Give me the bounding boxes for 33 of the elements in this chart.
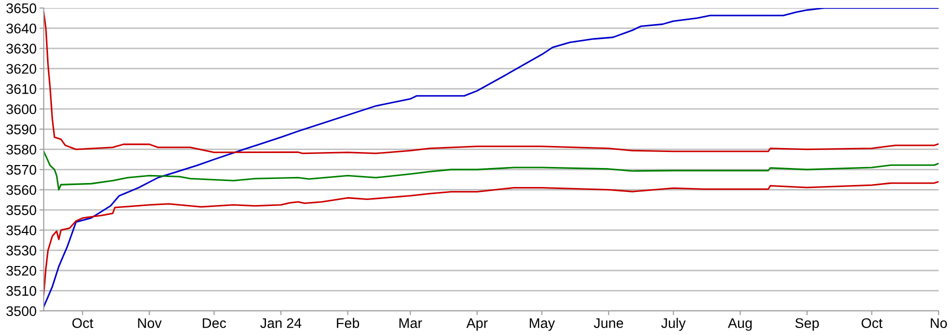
x-tick-label: Feb bbox=[336, 318, 360, 328]
y-tick-label: 3650 bbox=[6, 3, 36, 14]
x-tick-label: Aug bbox=[728, 318, 752, 331]
line-series bbox=[44, 8, 939, 308]
y-tick-label: 3590 bbox=[6, 124, 36, 134]
line-series bbox=[44, 11, 939, 154]
y-tick-label: 3540 bbox=[6, 225, 36, 236]
y-tick-label: 3500 bbox=[6, 306, 36, 316]
x-tick-label: July bbox=[661, 318, 686, 331]
y-tick-label: 3510 bbox=[6, 286, 36, 296]
y-tick-label: 3630 bbox=[6, 44, 36, 54]
line-series bbox=[44, 150, 939, 191]
x-tick-label: Dec bbox=[202, 318, 226, 328]
y-tick-label: 3580 bbox=[6, 144, 36, 155]
x-tick-label: Sep bbox=[795, 318, 819, 331]
x-tick-label: Oct bbox=[862, 318, 882, 328]
y-tick-label: 3600 bbox=[6, 104, 36, 114]
y-tick-label: 3560 bbox=[6, 185, 36, 195]
x-tick-label: Mar bbox=[399, 318, 422, 328]
y-tick-label: 3570 bbox=[6, 164, 36, 175]
y-tick-label: 3640 bbox=[6, 24, 36, 34]
y-tick-label: 3620 bbox=[6, 64, 36, 74]
x-tick-label: Nov bbox=[138, 318, 162, 328]
x-tick-label: Oct bbox=[72, 318, 94, 328]
x-tick-label: No bbox=[930, 318, 947, 328]
y-tick-label: 3550 bbox=[6, 205, 36, 216]
x-tick-label: Jan 24 bbox=[260, 318, 302, 328]
x-tick-label: May bbox=[530, 318, 555, 331]
y-tick-label: 3610 bbox=[6, 84, 36, 94]
y-tick-label: 3530 bbox=[6, 246, 36, 256]
x-tick-label: Apr bbox=[466, 318, 488, 331]
x-tick-label: June bbox=[594, 318, 624, 328]
y-tick-label: 3520 bbox=[6, 266, 36, 276]
